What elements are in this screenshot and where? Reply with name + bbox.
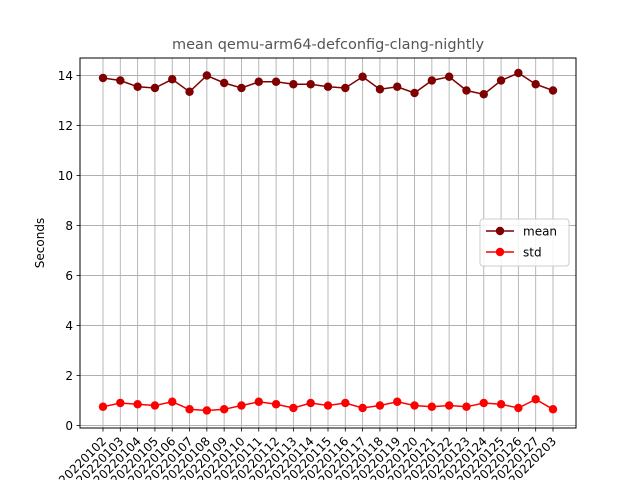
data-point [168, 397, 177, 406]
data-point [496, 76, 506, 85]
y-axis: 0 2 4 6 8 10 12 14 [58, 69, 80, 433]
data-point [341, 83, 350, 93]
data-point [462, 402, 471, 411]
data-point [427, 76, 437, 85]
data-point [323, 401, 333, 410]
data-point [462, 86, 471, 95]
data-point [116, 76, 125, 85]
legend-marker [495, 247, 505, 257]
data-point [375, 85, 385, 94]
y-tick-label: 4 [65, 319, 73, 333]
data-point [289, 80, 298, 89]
data-point [306, 80, 315, 89]
chart-title: mean qemu-arm64-defconfig-clang-nightly [172, 37, 484, 53]
y-tick-label: 14 [58, 69, 73, 83]
grid-lines [80, 58, 576, 428]
data-point [514, 403, 523, 413]
data-point [237, 83, 246, 93]
y-axis-label: Seconds [33, 218, 47, 268]
data-point [444, 72, 454, 81]
data-point [98, 73, 108, 83]
y-tick-label: 8 [65, 219, 73, 233]
data-point [116, 398, 125, 408]
data-point [479, 398, 488, 408]
legend-label: mean [523, 225, 557, 239]
data-point [289, 403, 298, 413]
data-point [202, 71, 212, 80]
data-point [133, 400, 142, 409]
data-point [271, 400, 281, 409]
data-point [150, 401, 160, 410]
data-point [219, 78, 229, 88]
data-point [496, 400, 506, 409]
data-point [202, 406, 212, 415]
data-point [271, 77, 281, 86]
y-tick-label: 2 [65, 369, 73, 383]
x-axis: 2022010220220103202201042022010520220106… [56, 428, 559, 480]
data-point [168, 75, 177, 84]
data-point [323, 82, 333, 91]
data-point [393, 397, 402, 406]
data-point [548, 405, 558, 414]
data-point [393, 82, 402, 91]
data-point [150, 83, 160, 93]
legend: mean std [479, 218, 570, 267]
data-point [444, 401, 454, 410]
data-point [548, 86, 558, 95]
data-point [479, 90, 488, 99]
data-point [410, 401, 419, 410]
data-point [531, 395, 540, 404]
y-tick-label: 10 [58, 169, 73, 183]
data-point [237, 401, 246, 410]
data-point [358, 403, 367, 413]
series-mean [98, 68, 558, 99]
series-std [98, 395, 558, 415]
data-point [254, 397, 263, 406]
data-point [219, 405, 229, 414]
data-point [531, 80, 540, 89]
data-point [133, 82, 142, 91]
plot-frame [79, 57, 577, 429]
data-point [410, 88, 419, 98]
data-point [358, 72, 367, 81]
legend-label: std [523, 246, 542, 260]
data-point [254, 77, 263, 86]
y-tick-label: 0 [65, 419, 73, 433]
data-point [306, 398, 315, 408]
y-tick-label: 6 [65, 269, 73, 283]
data-point [185, 87, 194, 96]
data-point [427, 402, 437, 411]
data-point [185, 405, 194, 414]
data-point [341, 398, 350, 408]
data-point [514, 68, 523, 78]
data-point [98, 402, 108, 411]
legend-marker [495, 226, 505, 236]
data-point [375, 401, 385, 410]
series-layer [98, 68, 558, 415]
y-tick-label: 12 [58, 119, 73, 133]
